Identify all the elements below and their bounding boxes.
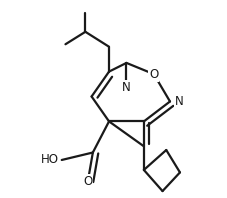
Text: HO: HO (40, 153, 58, 167)
Text: O: O (148, 68, 158, 81)
Text: O: O (83, 175, 92, 188)
Text: O: O (148, 68, 158, 81)
Text: N: N (121, 81, 130, 94)
Text: N: N (175, 95, 184, 108)
Text: O: O (83, 175, 92, 188)
Text: HO: HO (41, 153, 59, 167)
Text: N: N (121, 81, 130, 94)
Text: N: N (174, 95, 183, 108)
